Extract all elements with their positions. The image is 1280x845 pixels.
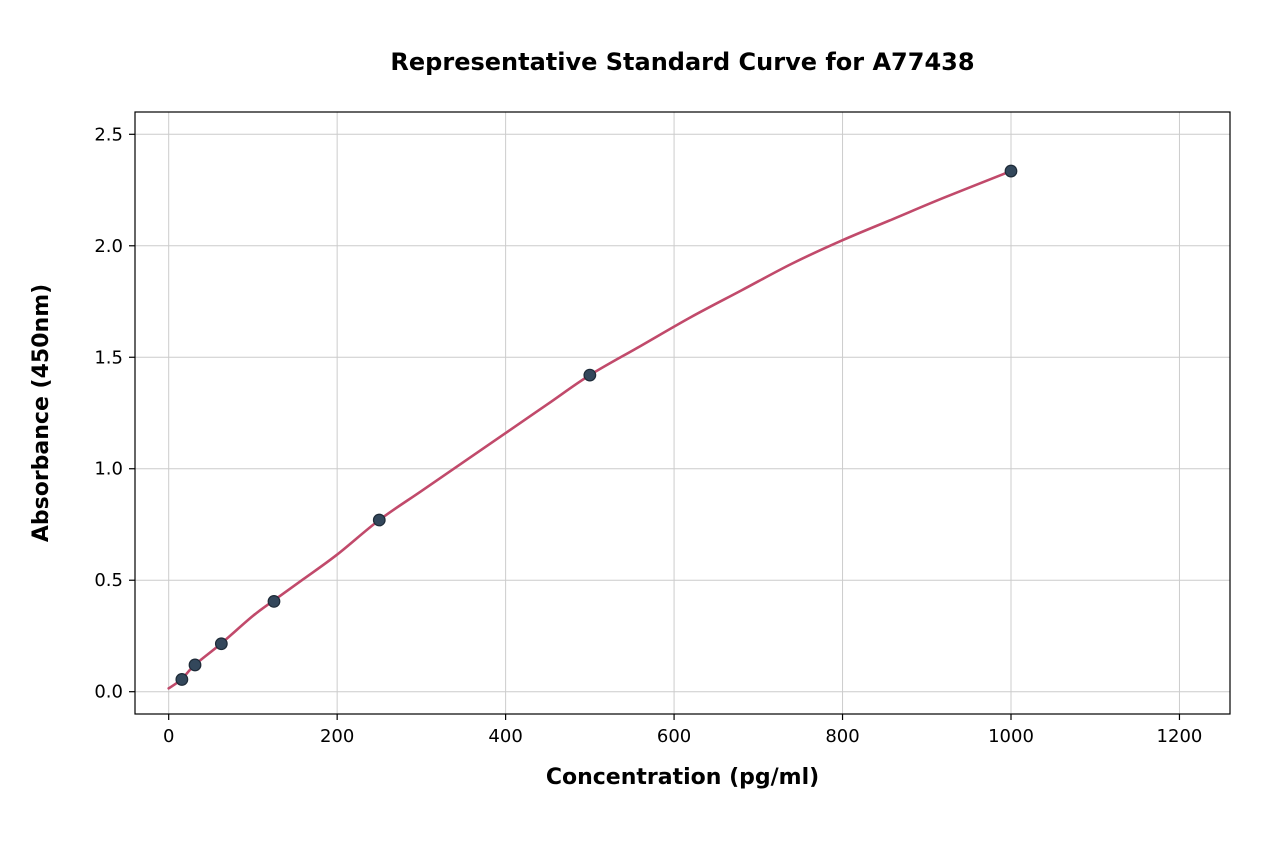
- x-tick-label: 600: [657, 726, 691, 747]
- y-tick-label: 1.0: [94, 459, 123, 480]
- x-tick-label: 400: [488, 726, 522, 747]
- x-tick-label: 1200: [1157, 726, 1203, 747]
- y-axis-label: Absorbance (450nm): [29, 284, 54, 542]
- x-tick-label: 0: [163, 726, 174, 747]
- x-tick-label: 200: [320, 726, 354, 747]
- x-axis-label: Concentration (pg/ml): [546, 765, 819, 790]
- standard-curve-chart: 0 200 400 600 800 1000 1200 0.0 0.5 1.0 1.5 2.0 2.5 R…: [0, 0, 1280, 845]
- chart-title: Representative Standard Curve for A77438: [390, 48, 974, 76]
- data-point-marker: [268, 596, 280, 608]
- data-point-marker: [584, 369, 596, 381]
- chart-container: 0 200 400 600 800 1000 1200 0.0 0.5 1.0 1.5 2.0 2.5 R…: [0, 0, 1280, 845]
- data-point-marker: [1005, 165, 1017, 177]
- plot-area: [135, 112, 1230, 714]
- y-tick-label: 0.5: [94, 570, 123, 591]
- x-tick-label: 800: [825, 726, 859, 747]
- data-point-marker: [216, 638, 228, 650]
- data-point-marker: [373, 514, 385, 526]
- y-tick-label: 2.0: [94, 236, 123, 257]
- x-tick-label: 1000: [988, 726, 1034, 747]
- y-tick-label: 0.0: [94, 682, 123, 703]
- data-point-marker: [176, 674, 188, 686]
- y-tick-label: 2.5: [94, 124, 123, 145]
- y-tick-label: 1.5: [94, 347, 123, 368]
- data-point-marker: [189, 659, 201, 671]
